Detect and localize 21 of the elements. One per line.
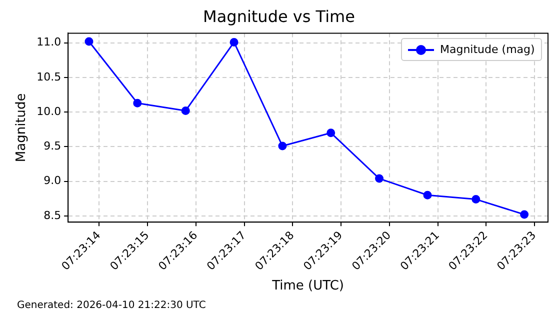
point (84, 37, 94, 46)
point (278, 142, 287, 150)
point (133, 98, 142, 108)
y-tick-label: 10.5 (36, 70, 62, 84)
y-axis-title: Magnitude (14, 93, 30, 162)
point (472, 195, 480, 204)
point (326, 128, 336, 138)
x-axis-title: Time (UTC) (271, 278, 344, 294)
point (230, 38, 238, 46)
y-tick-label: 9.5 (44, 140, 62, 153)
legend-label: Magnitude (mag) (440, 42, 535, 58)
text: Generated: 2026-04-10 21:22:30 UTC (17, 300, 206, 311)
point (181, 106, 190, 115)
y-tick-label: 10.0 (36, 104, 62, 118)
point (520, 210, 529, 219)
chart-title: Magnitude vs Time (203, 6, 355, 26)
point (375, 174, 384, 183)
y-tick-label: 9.0 (44, 174, 62, 188)
y-tick-label: 8.5 (44, 208, 62, 222)
point (423, 190, 432, 200)
y-tick-label: 11.0 (36, 36, 62, 49)
